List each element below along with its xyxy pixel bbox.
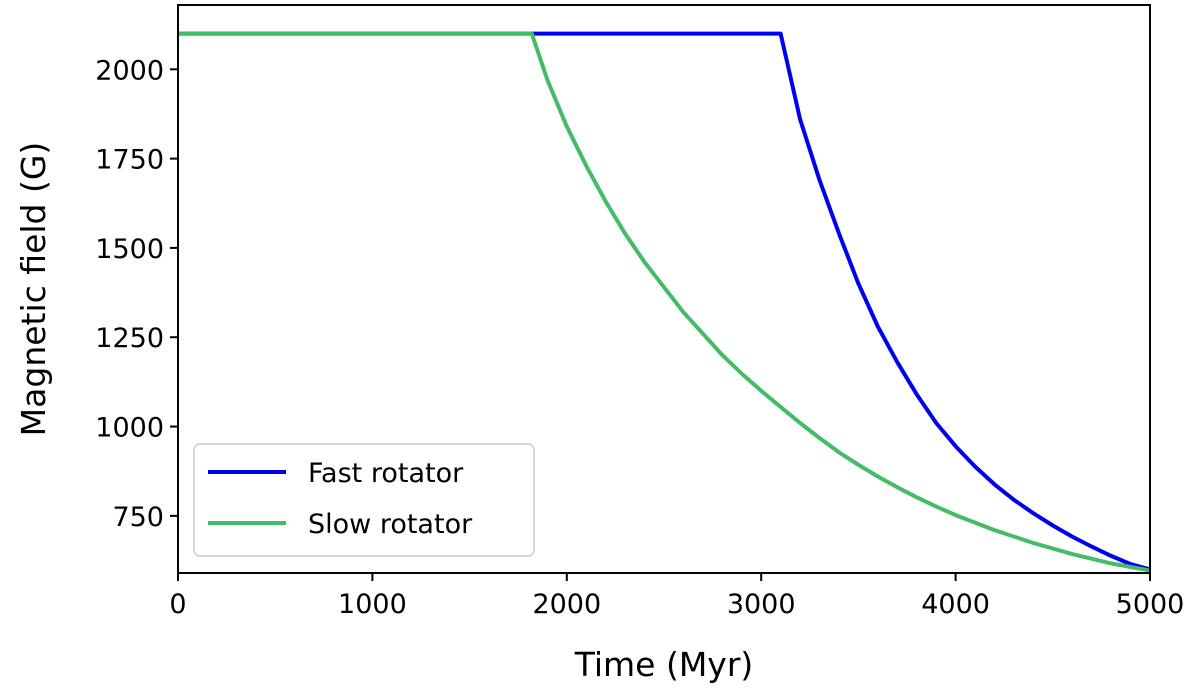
y-tick-label: 1000 <box>95 413 164 444</box>
x-tick-label: 5000 <box>1116 589 1185 620</box>
series-line-slow-rotator <box>178 31 1151 573</box>
x-tick-label: 0 <box>169 589 186 620</box>
y-tick-label: 750 <box>112 502 164 533</box>
x-tick-label: 1000 <box>338 589 407 620</box>
series-layer <box>178 31 1151 573</box>
legend-label-fast-rotator: Fast rotator <box>308 458 464 489</box>
x-tick-label: 4000 <box>921 589 990 620</box>
x-tick-label: 2000 <box>532 589 601 620</box>
legend-label-slow-rotator: Slow rotator <box>308 509 473 540</box>
y-tick-label: 1250 <box>95 323 164 354</box>
x-axis-label: Time (Myr) <box>574 645 754 684</box>
y-tick-label: 1750 <box>95 145 164 176</box>
ticks-layer: 0 1000 2000 3000 4000 5000 750 1000 1250 1500 1750… <box>95 55 1184 620</box>
legend: Fast rotator Slow rotator <box>193 443 535 557</box>
y-axis-label: Magnetic field (G) <box>14 142 53 437</box>
y-tick-label: 1500 <box>95 234 164 265</box>
plot-frame <box>177 4 1151 574</box>
series-line-fast-rotator <box>178 31 1151 572</box>
y-tick-label: 2000 <box>95 55 164 86</box>
x-tick-label: 3000 <box>727 589 796 620</box>
